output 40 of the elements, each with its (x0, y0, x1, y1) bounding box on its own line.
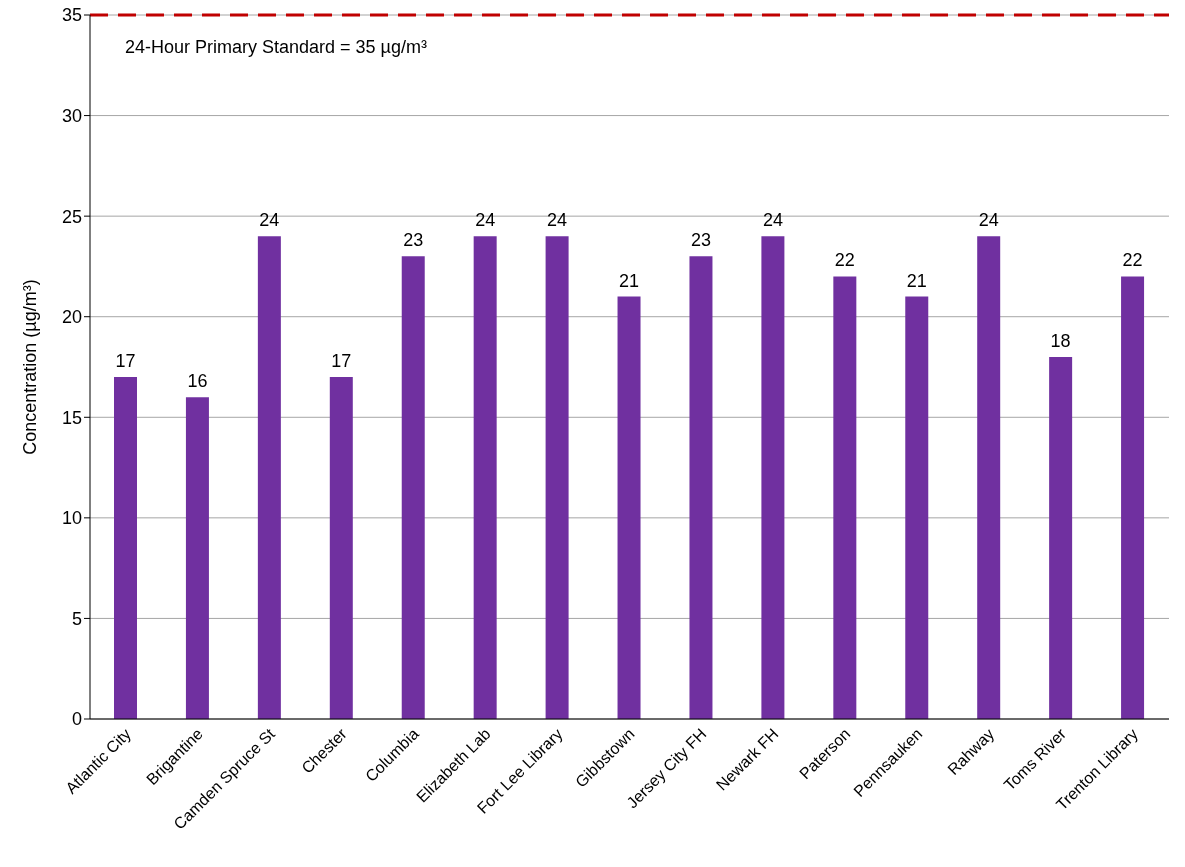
bar (185, 397, 209, 719)
bar (1049, 356, 1073, 719)
data-label: 17 (115, 351, 136, 372)
bar (329, 377, 353, 719)
data-label: 24 (978, 210, 999, 231)
data-label: 21 (906, 270, 927, 291)
data-label: 24 (762, 210, 783, 231)
data-label: 21 (619, 270, 640, 291)
bar (617, 296, 641, 719)
y-axis-title: Concentration (µg/m³) (20, 279, 41, 455)
data-label: 17 (331, 351, 352, 372)
bar (977, 236, 1001, 719)
data-label: 16 (187, 371, 208, 392)
bar (761, 236, 785, 719)
y-tick-label: 5 (71, 608, 82, 629)
y-tick-label: 35 (61, 5, 82, 26)
y-tick-label: 30 (61, 105, 82, 126)
y-tick-label: 15 (61, 407, 82, 428)
bar (114, 377, 137, 719)
data-label: 22 (1122, 250, 1143, 271)
y-tick-label: 20 (61, 307, 82, 328)
bar (545, 236, 569, 719)
data-label: 24 (547, 210, 568, 231)
y-tick-label: 10 (61, 508, 82, 529)
data-label: 24 (259, 210, 280, 231)
bar (833, 276, 857, 719)
data-label: 22 (834, 250, 855, 271)
bar (689, 256, 713, 719)
bar (401, 256, 425, 719)
y-tick-label: 0 (71, 709, 82, 730)
ref-line-label: 24-Hour Primary Standard = 35 µg/m³ (125, 37, 427, 57)
bar (473, 236, 497, 719)
data-label: 18 (1050, 330, 1071, 351)
data-label: 24 (475, 210, 496, 231)
data-label: 23 (690, 230, 711, 251)
y-tick-label: 25 (61, 206, 82, 227)
bar (257, 236, 281, 719)
data-label: 23 (403, 230, 424, 251)
bar (905, 296, 929, 719)
bar (1121, 276, 1145, 719)
